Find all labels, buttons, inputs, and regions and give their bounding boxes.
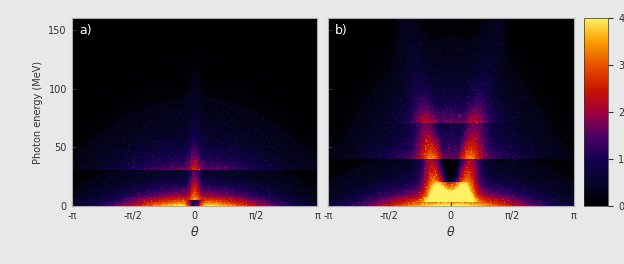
Text: b): b) <box>335 24 348 37</box>
X-axis label: θ: θ <box>447 226 454 239</box>
Text: a): a) <box>79 24 92 37</box>
Y-axis label: Photon energy (MeV): Photon energy (MeV) <box>33 61 43 164</box>
X-axis label: θ: θ <box>191 226 198 239</box>
